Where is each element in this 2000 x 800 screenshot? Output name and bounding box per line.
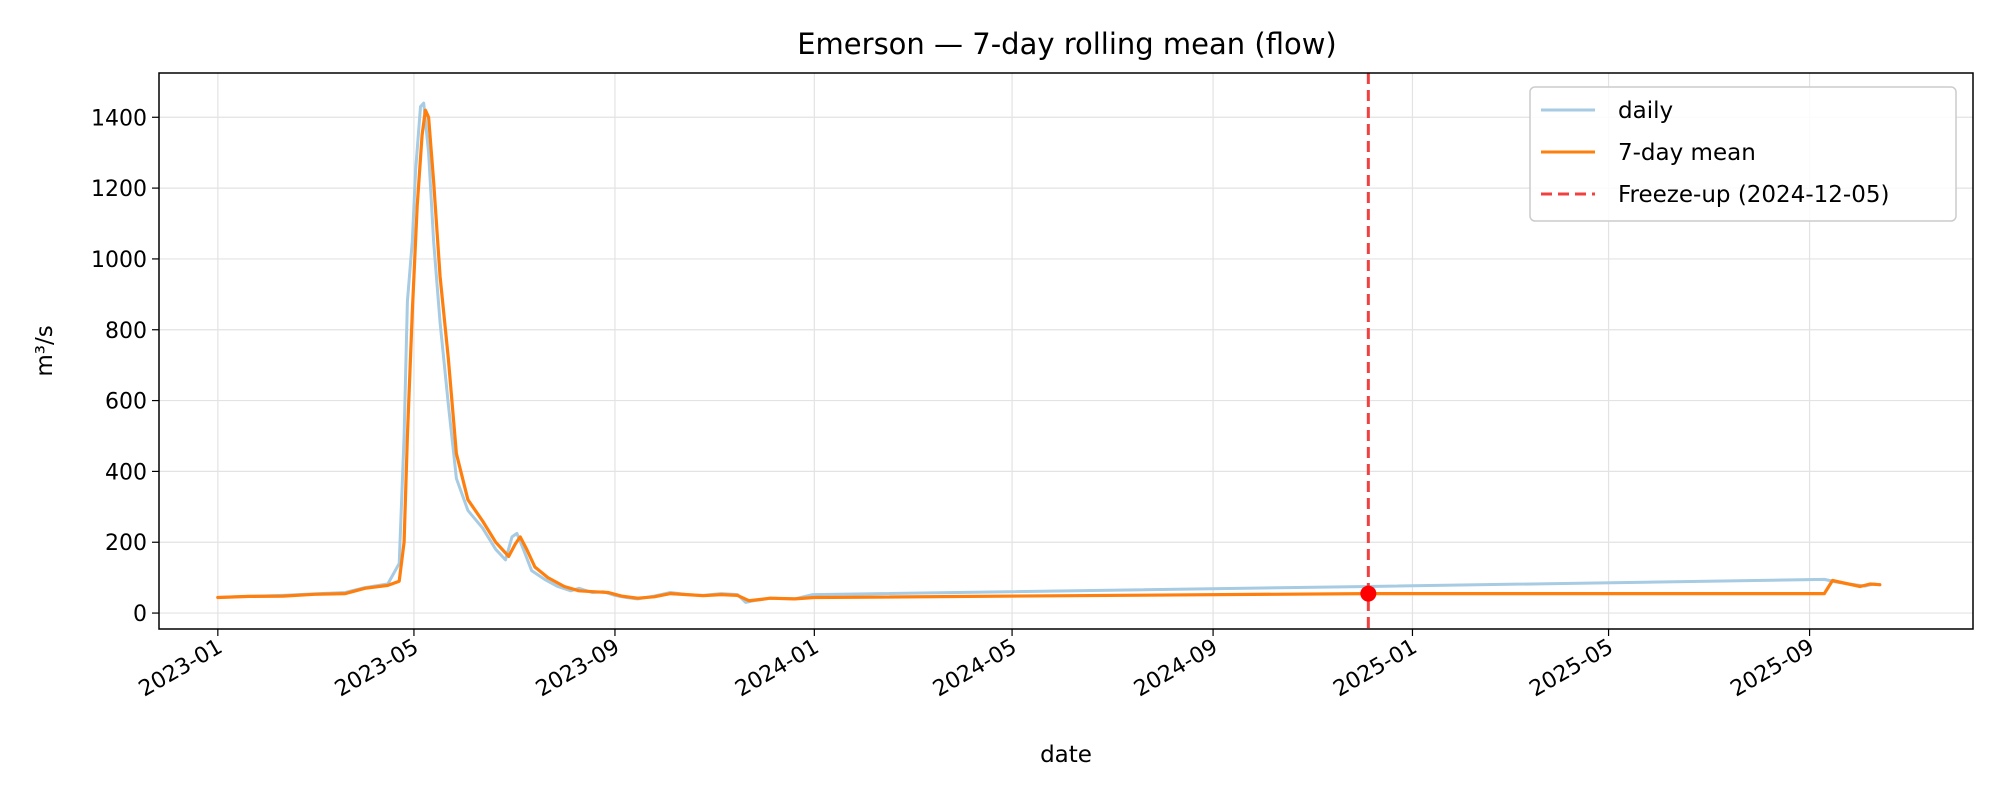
y-tick-label: 200 <box>105 531 147 556</box>
chart-title: Emerson — 7-day rolling mean (flow) <box>797 27 1337 61</box>
y-tick-label: 1400 <box>91 106 147 131</box>
legend: daily 7-day mean Freeze-up (2024-12-05) <box>1529 86 1957 222</box>
legend-label-7-day-mean: 7-day mean <box>1618 140 1756 166</box>
y-axis-label: m³/s <box>32 325 58 376</box>
y-tick-label: 0 <box>133 602 147 627</box>
y-tick-label: 600 <box>105 390 147 415</box>
series-layer <box>216 73 1882 629</box>
freeze-up-marker <box>1360 585 1377 602</box>
y-axis: 0 200 400 600 800 1000 1200 1400 <box>91 106 159 627</box>
legend-frame <box>1529 86 1957 222</box>
x-axis-label: date <box>1040 742 1092 768</box>
plot-frame <box>158 72 1974 630</box>
y-tick-label: 400 <box>105 460 147 485</box>
series-line-7-day-mean <box>216 108 1882 603</box>
y-tick-label: 800 <box>105 319 147 344</box>
legend-label-freeze-up: Freeze-up (2024-12-05) <box>1618 182 1889 208</box>
legend-label-daily: daily <box>1618 98 1673 124</box>
y-tick-label: 1000 <box>91 248 147 273</box>
y-tick-label: 1200 <box>91 177 147 202</box>
